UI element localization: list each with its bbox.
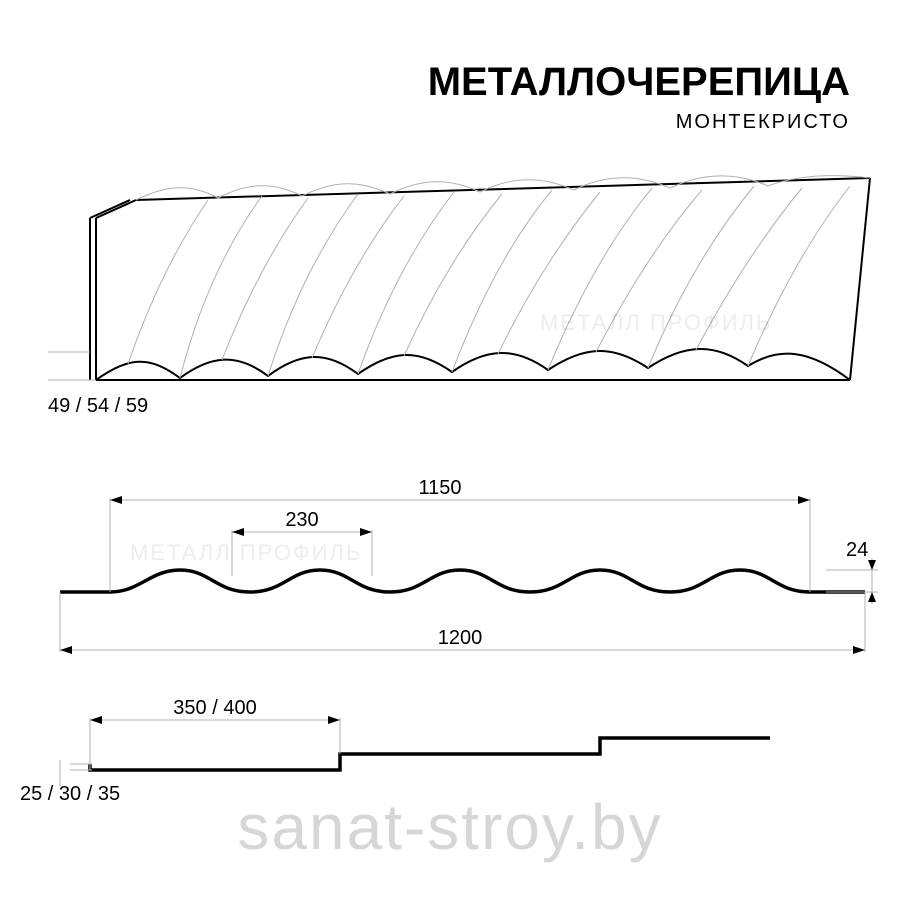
dim-1150: 1150 (418, 477, 461, 499)
side-profile: 350 / 400 25 / 30 / 35 (20, 697, 770, 805)
drawing-canvas: МЕТАЛЛОЧЕРЕПИЦА МОНТЕКРИСТО 49 / 54 / 59 (0, 0, 900, 900)
dim-230: 230 (285, 509, 318, 531)
dim-1200: 1200 (438, 627, 483, 649)
iso-height-label: 49 / 54 / 59 (48, 395, 148, 417)
dim-25-30-35: 25 / 30 / 35 (20, 783, 120, 805)
front-profile: 1150 230 1200 24 МЕТАЛЛ ПРОФИЛЬ (60, 477, 878, 654)
technical-drawing-svg: 49 / 54 / 59 (0, 0, 900, 900)
brand-watermark-1: МЕТАЛЛ ПРОФИЛЬ (540, 310, 772, 335)
iso-view: 49 / 54 / 59 (48, 176, 870, 417)
brand-watermark-2: МЕТАЛЛ ПРОФИЛЬ (130, 540, 362, 565)
dim-350-400: 350 / 400 (173, 697, 256, 719)
dim-24: 24 (846, 539, 868, 561)
